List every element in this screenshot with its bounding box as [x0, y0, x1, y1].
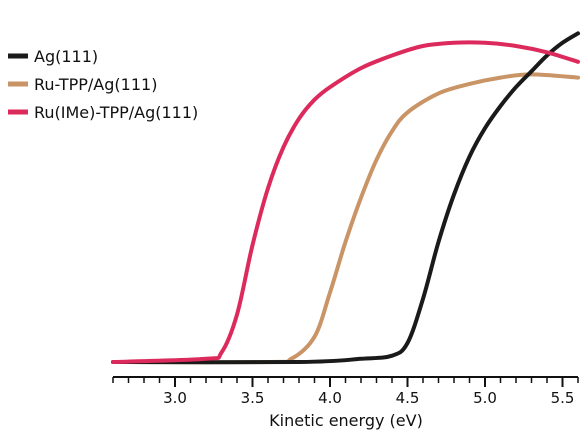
series-line-ag-111: [111, 31, 580, 365]
x-axis: 3.0 3.5 4.0 4.5 5.0 5.5: [112, 376, 579, 407]
legend-label: Ru-TPP/Ag(111): [34, 75, 157, 94]
x-tick-label: 5.5: [551, 389, 575, 407]
legend-label: Ag(111): [34, 47, 98, 66]
legend-label: Ru(IMe)-TPP/Ag(111): [34, 103, 198, 122]
x-axis-title: Kinetic energy (eV): [269, 411, 423, 430]
x-tick-label: 4.5: [396, 389, 420, 407]
x-tick-label: 3.5: [241, 389, 265, 407]
x-tick-label: 3.0: [163, 389, 187, 407]
series-line-ru-ime-tpp-ag-111: [111, 40, 580, 364]
series-layer: [111, 31, 580, 365]
series-line-ru-tpp-ag-111: [111, 72, 580, 365]
x-tick-label: 4.0: [318, 389, 342, 407]
x-tick-label: 5.0: [473, 389, 497, 407]
legend: Ag(111) Ru-TPP/Ag(111) Ru(IMe)-TPP/Ag(111): [8, 47, 198, 122]
